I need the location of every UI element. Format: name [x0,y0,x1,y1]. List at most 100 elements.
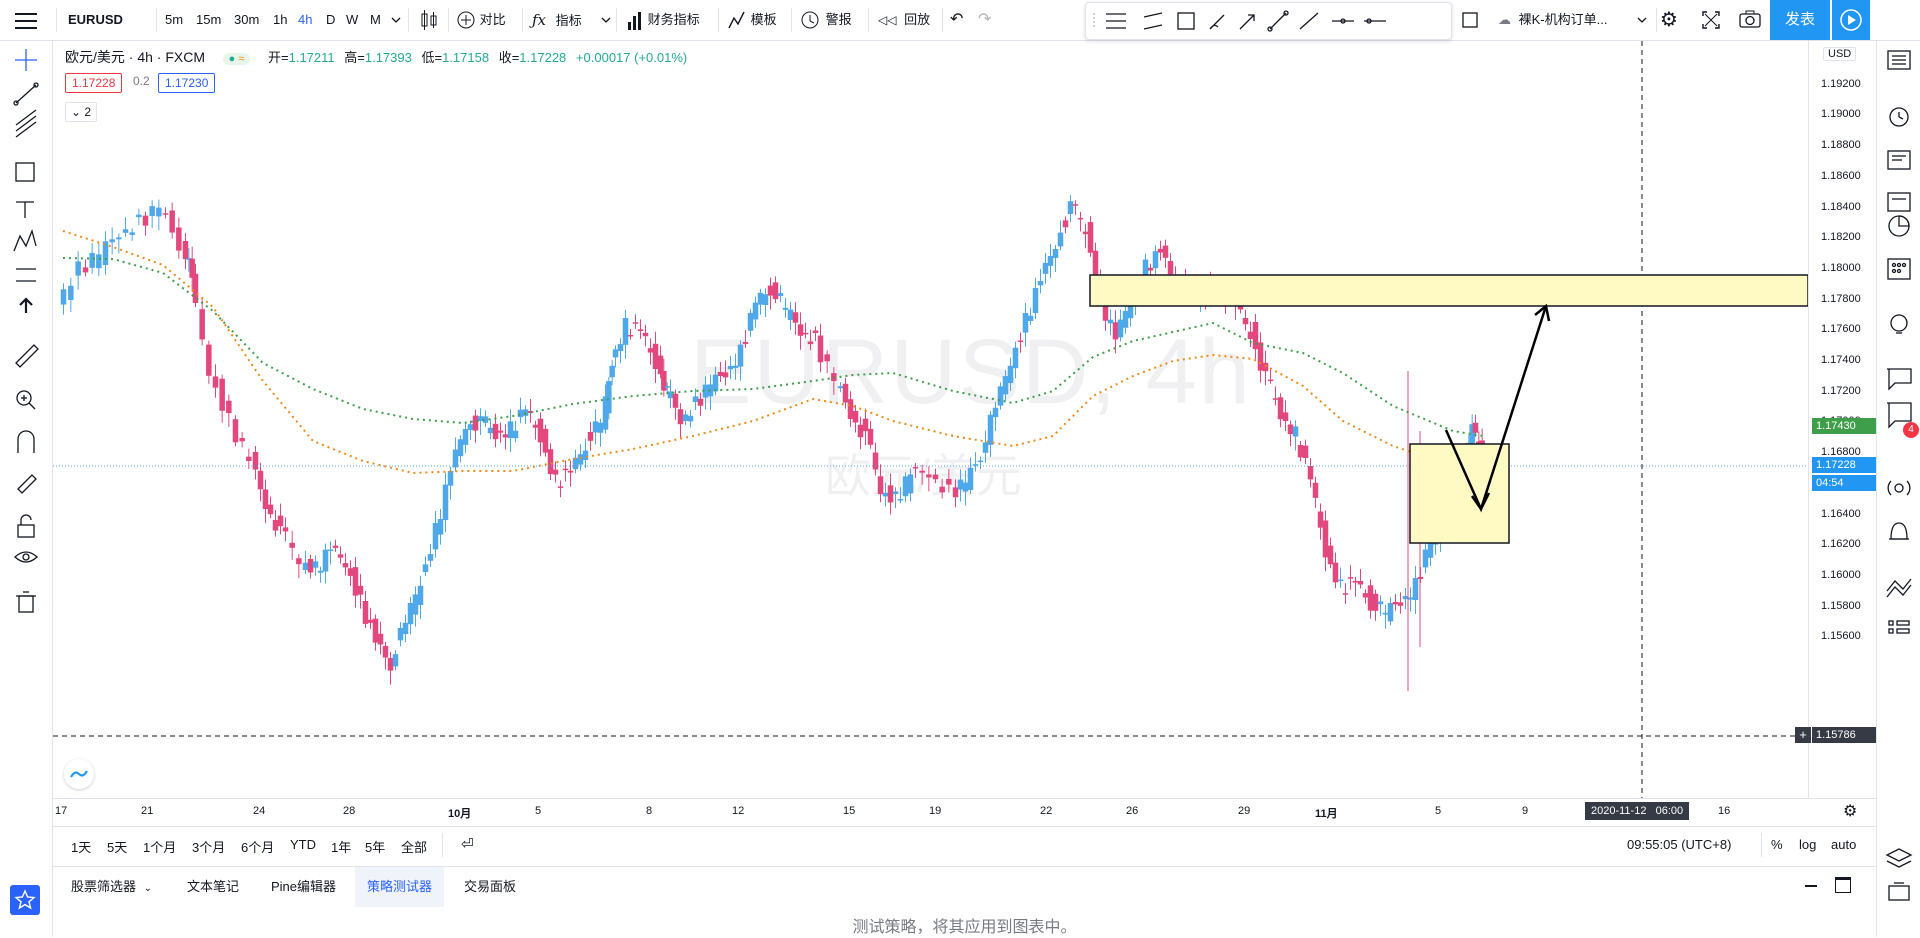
candle-body [542,428,549,453]
candle-body [857,424,864,438]
watchlist-icon [1887,50,1911,70]
replay-button[interactable]: ◁◁ 回放 [878,0,930,40]
range-1y[interactable]: 1年 [331,840,352,855]
interval-30m[interactable]: 30m [234,12,260,27]
price-chart[interactable] [53,41,1808,798]
candle-body [777,293,784,297]
settings-gear-icon[interactable]: ⚙ [1660,9,1678,31]
candle-body [357,585,364,595]
candle-body [657,355,664,375]
fullscreen-icon[interactable] [1700,0,1722,40]
market-status-badge[interactable]: ● ≈ [222,53,251,65]
tab-stock-screener[interactable]: 股票筛选器 ⌄ [59,867,164,907]
candle-body [892,491,899,495]
candle-body [512,430,519,439]
log-toggle[interactable]: log [1799,837,1817,852]
price-axis[interactable]: USD 1.194001.192001.190001.188001.186001… [1795,41,1877,798]
candle-body [387,657,394,671]
candle-body [1362,593,1369,598]
candle-body [972,464,979,466]
candle-body [642,332,649,337]
range-1m[interactable]: 1个月 [143,840,177,855]
low-label: 低= [421,50,443,65]
ruler-icon [15,344,39,368]
right-widget-bar: 4 [1876,41,1920,937]
interval-4h[interactable]: 4h [298,12,313,27]
candle-body [1157,248,1164,253]
range-1d[interactable]: 1天 [71,840,92,855]
candle-body [757,292,764,305]
publish-button[interactable]: 发表 [1770,0,1830,40]
arrow-tool-icon [1239,14,1255,30]
candle-body [1352,580,1359,583]
indicators-collapse-toggle[interactable]: ⌄ 2 [65,102,98,122]
goto-date-icon[interactable]: ⏎ [461,836,474,853]
candle-body [68,285,74,300]
candle-body [332,545,339,548]
financials-button[interactable]: 财务指标 [626,0,700,40]
candle-body [1102,304,1109,321]
candle-body [572,457,579,470]
percent-toggle[interactable]: % [1771,837,1783,852]
range-6m[interactable]: 6个月 [241,840,275,855]
interval-5m[interactable]: 5m [165,12,184,27]
range-all[interactable]: 全部 [401,840,428,855]
candle-body [612,349,619,358]
interval-w[interactable]: W [346,12,359,27]
symbol-title[interactable]: 欧元/美元 · 4h · FXCM [65,49,206,65]
candles [60,195,1505,691]
candle-body [1002,376,1009,395]
layout-button[interactable]: ☁ 裸K-机构订单... [1498,0,1607,40]
menu-icon[interactable] [8,8,44,32]
rectangle-tool-icon[interactable] [1460,0,1480,40]
currency-label[interactable]: USD [1823,47,1857,61]
candle-body [847,399,854,419]
axis-settings-gear-icon[interactable]: ⚙ [1843,803,1858,820]
add-plus-icon[interactable]: + [1795,727,1811,743]
undo-icon[interactable]: ↶ [950,11,964,28]
candle-body [239,437,245,442]
ask-price[interactable]: 1.17230 [158,73,216,93]
favorites-star-icon[interactable] [10,885,40,915]
interval-m[interactable]: M [370,12,381,27]
templates-button[interactable]: 模板 [727,0,777,40]
range-3m[interactable]: 3个月 [192,840,226,855]
chevron-down-icon[interactable] [600,0,612,40]
compare-button[interactable]: 对比 [456,0,506,40]
range-5d[interactable]: 5天 [107,840,128,855]
indicators-button[interactable]: ƒx 指标 [532,0,582,40]
maximize-icon[interactable] [1835,877,1851,893]
clock-timezone[interactable]: 09:55:05 (UTC+8) [1627,837,1732,852]
divider [791,8,792,32]
minimize-icon[interactable] [1805,885,1817,887]
alert-button[interactable]: 警报 [800,0,852,40]
interval-1h[interactable]: 1h [273,12,288,27]
candle-body [186,258,192,260]
tab-strategy-tester[interactable]: 策略测试器 [355,867,445,907]
tab-text-notes[interactable]: 文本笔记 [187,879,240,894]
range-5y[interactable]: 5年 [365,840,386,855]
tab-trading-panel[interactable]: 交易面板 [464,879,517,894]
auto-toggle[interactable]: auto [1831,837,1857,852]
tradingview-logo[interactable] [64,759,94,789]
candle-body [952,487,959,498]
bid-price[interactable]: 1.17228 [65,73,123,93]
symbol-search[interactable]: EURUSD [68,12,123,27]
chart-type-candles-icon[interactable] [418,0,440,40]
candle-body [622,318,629,345]
chevron-down-icon[interactable] [1636,0,1648,40]
range-ytd[interactable]: YTD [290,837,316,852]
redo-icon[interactable]: ↷ [978,11,992,28]
chevron-down-icon[interactable] [390,0,402,40]
alarm-clock-icon [1889,107,1909,127]
data-window-icon [1888,215,1910,237]
camera-icon[interactable] [1738,0,1762,40]
play-icon[interactable] [1832,0,1870,40]
tab-pine-editor[interactable]: Pine编辑器 [271,879,337,894]
interval-15m[interactable]: 15m [196,12,222,27]
candle-body [1372,593,1379,611]
interval-d[interactable]: D [326,12,336,27]
time-axis[interactable]: 17 21 24 28 10月 5 8 12 15 19 22 26 29 11月 5 9 16 2020-11… [53,798,1876,827]
candle-body [537,418,544,443]
candle-body [432,523,439,550]
